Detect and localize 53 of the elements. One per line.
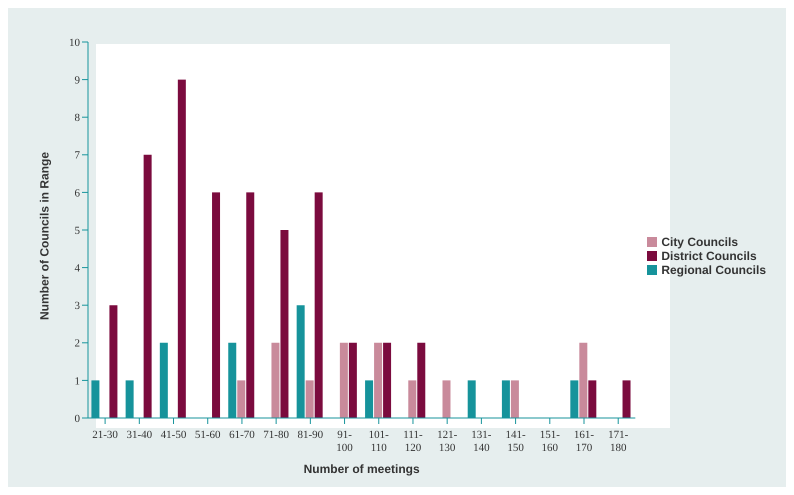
bar — [383, 342, 392, 418]
bar — [510, 380, 519, 418]
bar — [340, 342, 348, 418]
x-tick-label: 131-140 — [471, 429, 492, 454]
bar — [408, 380, 416, 418]
y-tick-label: 9 — [74, 74, 80, 87]
bar — [417, 342, 426, 418]
x-tick-label: 81-90 — [298, 429, 324, 441]
y-tick-label: 10 — [69, 36, 80, 49]
bar — [622, 380, 631, 418]
bar — [579, 342, 588, 418]
legend-label: Regional Councils — [661, 262, 766, 276]
bar — [280, 230, 288, 418]
y-tick-label: 3 — [74, 300, 80, 312]
x-tick-label: 111-120 — [403, 429, 423, 454]
bar — [442, 380, 450, 418]
y-axis-title: Number of Councils in Range — [37, 152, 52, 320]
bar — [109, 305, 118, 418]
x-tick-label: 71-80 — [263, 429, 290, 441]
x-tick-label: 21-30 — [92, 429, 118, 441]
x-tick-label: 41-50 — [160, 429, 187, 441]
x-tick-label: 161-170 — [574, 429, 594, 454]
x-axis-title: Number of meetings — [304, 462, 420, 476]
bar — [271, 342, 280, 418]
bar — [306, 380, 314, 418]
x-tick-label: 101-110 — [368, 429, 390, 454]
y-tick-label: 4 — [74, 262, 80, 275]
x-tick-label: 61-70 — [229, 429, 256, 441]
bar — [348, 342, 357, 418]
x-tick-label: 141-150 — [506, 429, 526, 454]
x-tick-label: 91-100 — [336, 429, 354, 454]
y-tick-label: 1 — [74, 375, 80, 388]
y-tick-label: 0 — [74, 412, 80, 425]
bar — [246, 192, 254, 418]
y-tick-label: 8 — [74, 112, 80, 124]
y-tick-label: 5 — [74, 224, 80, 237]
bar — [314, 192, 323, 418]
bar — [588, 380, 596, 418]
bar — [212, 192, 220, 418]
bar — [237, 380, 246, 418]
bar — [374, 342, 382, 418]
bar — [144, 154, 152, 418]
y-tick-label: 2 — [74, 338, 80, 350]
x-tick-label: 121-130 — [437, 429, 458, 454]
legend-label: District Councils — [661, 248, 757, 262]
x-tick-label: 171-180 — [608, 429, 629, 454]
bar — [178, 80, 186, 418]
y-tick-label: 7 — [74, 150, 80, 162]
x-tick-label: 51-60 — [194, 429, 222, 441]
x-tick-label: 31-40 — [126, 429, 153, 441]
x-tick-label: 151-160 — [540, 429, 560, 454]
y-tick-label: 6 — [74, 187, 80, 200]
legend-label: City Councils — [661, 234, 738, 248]
